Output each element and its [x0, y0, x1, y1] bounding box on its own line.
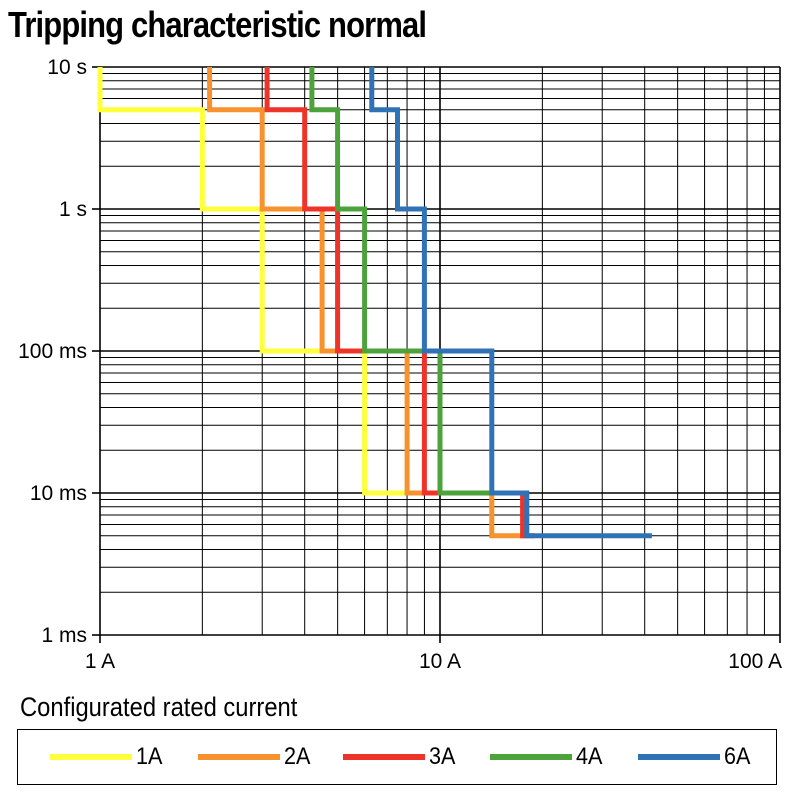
legend-label: 6A	[724, 743, 751, 770]
series-line-4a	[309, 67, 525, 496]
legend-swatch	[50, 754, 132, 760]
legend-title: Configurated rated current	[20, 692, 298, 722]
x-tick-label: 1 A	[85, 650, 115, 673]
legend-label: 2A	[284, 743, 311, 770]
y-tick-label: 10 ms	[30, 482, 87, 505]
series-line-6a	[369, 67, 652, 539]
x-tick-label: 10 A	[419, 650, 461, 673]
y-tick-label: 100 ms	[18, 340, 87, 363]
series-line-2a	[207, 67, 527, 539]
x-tick-labels: 1 A 10 A 100 A	[85, 650, 782, 673]
legend-swatch	[490, 754, 572, 760]
series-line-3a	[264, 67, 535, 539]
y-tick-label: 10 s	[47, 56, 87, 79]
legend: 1A 2A 3A 4A 6A	[17, 729, 777, 785]
series-lines	[97, 67, 652, 539]
y-tick-labels: 10 s 1 s 100 ms 10 ms 1 ms	[18, 56, 87, 647]
legend-swatch	[638, 754, 720, 760]
legend-label: 1A	[136, 743, 163, 770]
legend-swatch	[343, 754, 425, 760]
y-tick-label: 1 ms	[41, 624, 87, 647]
legend-swatch	[198, 754, 280, 760]
legend-label: 4A	[576, 743, 603, 770]
legend-label: 3A	[429, 743, 456, 770]
y-tick-label: 1 s	[59, 198, 87, 221]
tripping-chart: 10 s 1 s 100 ms 10 ms 1 ms 1 A 10 A 100 A	[18, 56, 782, 673]
grid-lines	[92, 66, 781, 643]
chart-title: Tripping characteristic normal	[8, 4, 427, 45]
x-tick-label: 100 A	[728, 650, 782, 673]
